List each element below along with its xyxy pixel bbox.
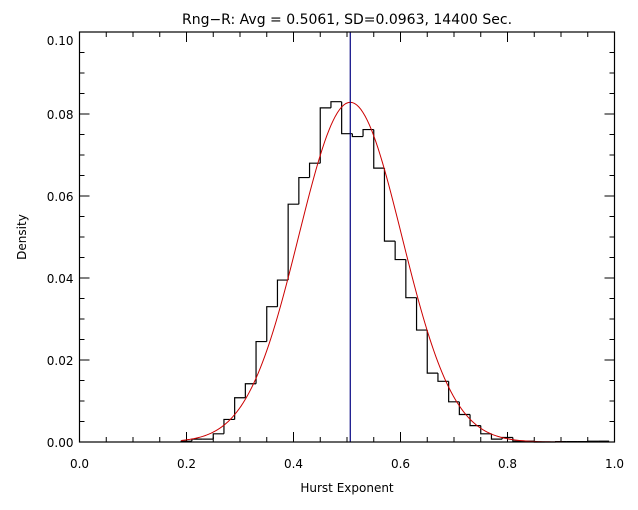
x-tick-label: 0.0 (70, 457, 89, 471)
histogram-bin (448, 381, 460, 403)
histogram-bin (362, 128, 374, 137)
histogram-bin (373, 129, 385, 169)
histogram-bin (512, 437, 524, 442)
histogram-bin (266, 306, 278, 342)
axis-ticks: 0.0 0.2 0.4 0.6 0.8 1.0 0.00 0.02 0.04 0.06 0.08 0.… (47, 31, 624, 471)
histogram-bin (212, 433, 224, 440)
histogram-bin (308, 162, 321, 178)
plot-marks (180, 32, 614, 443)
histogram-bin (223, 418, 235, 434)
histogram-bin (287, 203, 299, 281)
histogram-bin (490, 433, 503, 440)
x-tick-label: 0.2 (177, 457, 196, 471)
chart-title: Rng−R: Avg = 0.5061, SD=0.0963, 14400 Se… (182, 12, 512, 28)
histogram-bin (426, 330, 438, 374)
y-tick-label: 0.08 (47, 108, 74, 122)
histogram-bin (394, 241, 406, 261)
histogram-bin (383, 168, 396, 242)
x-axis-label: Hurst Exponent (300, 481, 394, 495)
y-tick-label: 0.00 (47, 436, 74, 450)
histogram-bin (244, 383, 257, 398)
x-tick-label: 0.6 (391, 457, 410, 471)
x-tick-label: 0.8 (498, 457, 517, 471)
histogram-bin (405, 259, 417, 299)
y-axis-label: Density (15, 214, 29, 260)
histogram-bin (276, 279, 289, 307)
histogram-bin (191, 438, 203, 442)
histogram-bin (234, 397, 246, 420)
x-tick-label: 1.0 (605, 457, 624, 471)
histogram-bin (255, 340, 267, 384)
histogram-bin (341, 101, 353, 135)
plot-frame (78, 31, 616, 443)
histogram-bin (319, 107, 331, 164)
histogram-bin (298, 176, 310, 205)
gaussian-fit-curve (181, 101, 614, 443)
y-tick-label: 0.06 (47, 190, 74, 204)
y-tick-label: 0.02 (47, 354, 74, 368)
x-tick-label: 0.4 (284, 457, 303, 471)
y-tick-label: 0.04 (47, 272, 74, 286)
histogram-bin (351, 133, 364, 138)
histogram-bin (437, 373, 449, 382)
histogram-bin (415, 297, 428, 331)
histogram-bin (330, 101, 342, 108)
y-tick-label: 0.10 (47, 34, 74, 48)
